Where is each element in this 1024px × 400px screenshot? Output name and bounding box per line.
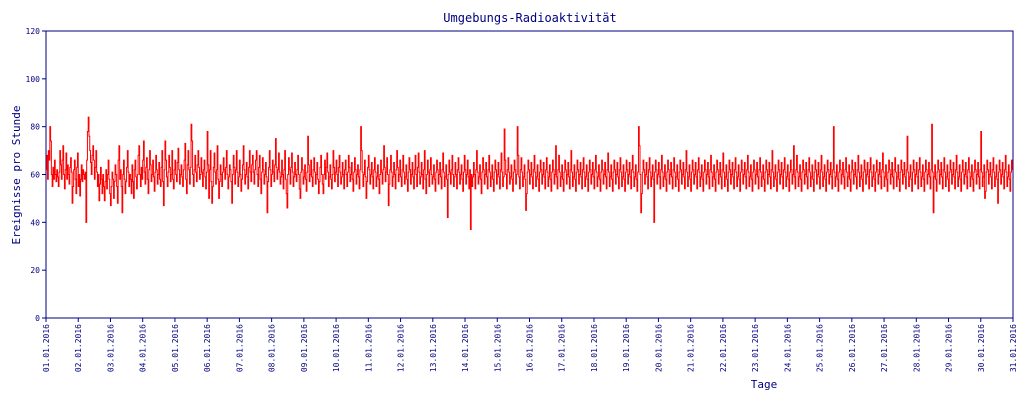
x-tick-label: 28.01.2016 [912,324,921,372]
x-tick-label: 19.01.2016 [622,324,631,372]
y-axis-label: Ereignisse pro Stunde [10,105,23,244]
x-tick-label: 14.01.2016 [461,324,470,372]
series-line [46,116,1013,231]
x-tick-label: 15.01.2016 [493,324,502,372]
x-tick-label: 05.01.2016 [171,324,180,372]
x-tick-label: 26.01.2016 [848,324,857,372]
x-tick-label: 10.01.2016 [332,324,341,372]
x-tick-label: 03.01.2016 [106,324,115,372]
x-axis-label: Tage [751,378,778,391]
x-tick-label: 17.01.2016 [558,324,567,372]
chart-title: Umgebungs-Radioaktivität [443,11,616,25]
x-tick-label: 25.01.2016 [816,324,825,372]
x-tick-label: 20.01.2016 [654,324,663,372]
x-tick-label: 04.01.2016 [139,324,148,372]
x-tick-label: 24.01.2016 [783,324,792,372]
x-tick-label: 30.01.2016 [977,324,986,372]
y-tick-label: 60 [30,171,40,180]
x-tick-label: 13.01.2016 [429,324,438,372]
x-tick-label: 01.01.2016 [42,324,51,372]
y-tick-label: 40 [30,218,40,227]
y-tick-label: 0 [35,314,40,323]
x-axis-ticks: 01.01.2016 02.01.2016 03.01.2016 04.01.2016… [42,318,1018,372]
x-tick-label: 02.01.2016 [74,324,83,372]
x-tick-label: 29.01.2016 [945,324,954,372]
y-tick-label: 80 [30,123,40,132]
x-tick-label: 22.01.2016 [719,324,728,372]
x-tick-label: 23.01.2016 [751,324,760,372]
x-tick-label: 27.01.2016 [880,324,889,372]
x-tick-label: 18.01.2016 [590,324,599,372]
x-tick-label: 09.01.2016 [300,324,309,372]
x-tick-label: 08.01.2016 [268,324,277,372]
x-tick-label: 06.01.2016 [203,324,212,372]
y-tick-label: 20 [30,266,40,275]
y-tick-label: 120 [26,27,41,36]
x-tick-label: 07.01.2016 [235,324,244,372]
y-tick-label: 100 [26,75,41,84]
x-tick-label: 16.01.2016 [526,324,535,372]
x-tick-label: 21.01.2016 [687,324,696,372]
x-tick-label: 31.01.2016 [1009,324,1018,372]
y-axis-ticks: 0 20 40 60 80 100 120 [26,27,46,323]
x-tick-label: 11.01.2016 [364,324,373,372]
x-tick-label: 12.01.2016 [397,324,406,372]
